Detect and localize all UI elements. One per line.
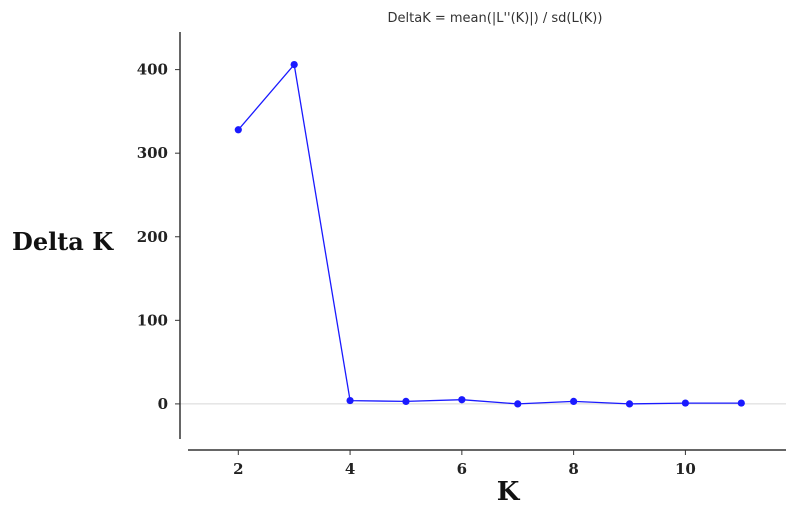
data-point [570,397,578,405]
y-tick-label: 0 [158,395,168,413]
data-point [402,397,410,405]
y-axis-label: Delta K [12,227,114,256]
y-tick-label: 300 [137,144,168,162]
x-axis-label: K [497,477,521,507]
data-point [346,396,354,405]
delta-k-line [237,63,742,405]
data-point [681,399,690,407]
data-point [290,60,298,69]
x-tick-label: 8 [568,460,578,478]
data-points [234,60,745,408]
y-ticks: 0 100 200 300 400 [137,61,180,413]
data-point [737,399,745,407]
x-tick-label: 2 [233,460,243,478]
chart-title: DeltaK = mean(|L''(K)|) / sd(L(K)) [388,11,603,26]
y-tick-label: 400 [137,61,168,79]
data-point [234,126,242,134]
data-point [625,400,634,408]
x-tick-label: 10 [675,460,696,478]
x-ticks: 2 4 6 8 10 [233,450,696,478]
data-point [458,396,466,404]
x-tick-label: 6 [457,460,467,478]
y-tick-label: 200 [137,228,168,246]
data-point [514,400,522,408]
y-tick-label: 100 [137,311,168,329]
x-tick-label: 4 [345,460,355,478]
